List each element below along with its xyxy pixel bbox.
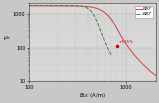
N87 [91,11,93,12]
N97 [57,5,59,6]
N97 [96,8,98,9]
N97 [28,5,30,6]
N97 [136,58,138,59]
N87 [89,9,90,10]
N97 [125,44,127,45]
N87 [28,5,30,6]
N97 [110,19,112,20]
N87 [110,54,112,56]
N97 [98,9,100,10]
N87 [99,29,101,30]
N87 [98,25,100,26]
N87 [104,40,106,42]
N97 [113,23,115,24]
Text: +115%: +115% [119,40,134,44]
N87 [86,8,88,9]
X-axis label: $B_{DC}\ \mathrm{(A/m)}$: $B_{DC}\ \mathrm{(A/m)}$ [79,91,106,99]
N97 [81,6,83,7]
N97 [150,71,152,73]
Line: N87: N87 [29,5,111,55]
N97 [133,54,135,55]
N97 [74,5,76,7]
N97 [121,37,123,38]
N97 [67,5,69,7]
N87 [72,5,73,6]
N97 [116,28,118,29]
Y-axis label: $\mu_r$: $\mu_r$ [3,34,12,42]
N97 [84,6,86,7]
N97 [45,5,47,6]
N97 [107,15,109,16]
N87 [101,33,103,34]
N87 [74,5,76,6]
Legend: N97, N87: N97, N87 [135,6,153,18]
N97 [92,7,93,8]
N97 [89,6,90,7]
N87 [57,5,59,6]
N97 [101,10,103,11]
N97 [155,75,156,76]
N97 [145,67,147,68]
N97 [139,61,141,62]
N87 [77,5,79,6]
N87 [80,5,82,7]
N97 [142,64,144,65]
N87 [82,6,84,7]
N87 [102,37,104,38]
N97 [129,49,131,50]
N97 [104,12,106,13]
N87 [93,14,94,15]
N97 [127,47,129,48]
N87 [96,21,98,22]
N87 [45,5,47,6]
N87 [84,7,86,8]
N87 [67,5,69,6]
N87 [107,48,109,50]
N97 [118,32,120,34]
N97 [86,6,88,7]
N97 [94,7,96,9]
Line: N97: N97 [29,6,156,75]
N87 [94,17,96,18]
N97 [123,40,125,42]
